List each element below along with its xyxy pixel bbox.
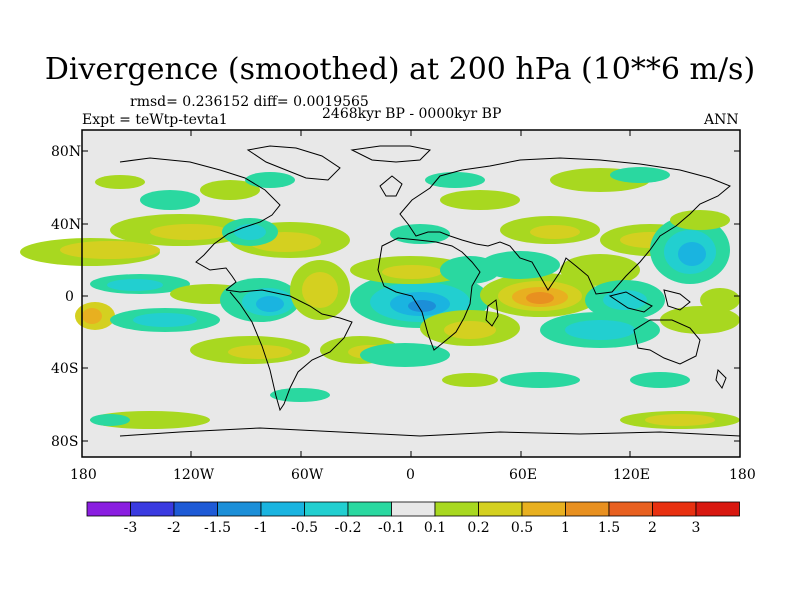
colorbar-label: -1.5 — [204, 520, 231, 536]
divergence-contour — [133, 313, 197, 327]
divergence-contour — [140, 190, 200, 210]
divergence-contour — [565, 320, 635, 340]
divergence-contour — [444, 321, 496, 339]
coastlines — [119, 145, 741, 437]
colorbar-label: 3 — [691, 520, 701, 536]
colorbar-label: -0.2 — [334, 520, 362, 536]
divergence-contour — [610, 167, 670, 183]
stats-label: rmsd= 0.236152 diff= 0.0019565 — [130, 94, 369, 110]
divergence-contour — [228, 345, 292, 359]
divergence-contour — [200, 180, 260, 200]
colorbar-label: 0.1 — [423, 520, 447, 536]
divergence-contour — [678, 242, 706, 266]
divergence-contour — [700, 288, 740, 312]
colorbar-swatch — [695, 501, 740, 517]
map-panel — [20, 129, 741, 458]
divergence-contour — [480, 251, 560, 279]
divergence-contour — [630, 372, 690, 388]
colorbar-label: -2 — [167, 520, 181, 536]
divergence-contour — [440, 190, 520, 210]
colorbar — [86, 501, 740, 517]
divergence-contour — [500, 372, 580, 388]
colorbar-label: 0.5 — [510, 520, 534, 536]
divergence-contour — [245, 172, 295, 188]
lon-label-180e: 180 — [729, 467, 756, 483]
divergence-contour — [256, 296, 284, 312]
colorbar-swatch — [86, 501, 131, 517]
divergence-contour — [408, 300, 436, 312]
colorbar-swatch — [652, 501, 697, 517]
divergence-shading — [20, 167, 740, 429]
divergence-contour — [645, 414, 715, 426]
colorbar-swatch — [391, 501, 436, 517]
colorbar-label: -0.5 — [291, 520, 318, 536]
colorbar-swatch — [173, 501, 218, 517]
colorbar-label: 2 — [648, 520, 657, 536]
colorbar-label: -1 — [254, 520, 268, 536]
lon-label-60e: 60E — [509, 467, 538, 483]
divergence-contour — [382, 265, 442, 279]
lat-label-0: 0 — [65, 289, 74, 305]
divergence-contour — [442, 373, 498, 387]
divergence-contour — [270, 388, 330, 402]
lat-label-80n: 80N — [51, 144, 82, 160]
divergence-contour — [107, 279, 163, 291]
period-label: 2468kyr BP - 0000kyr BP — [322, 106, 502, 122]
chart-title: Divergence (smoothed) at 200 hPa (10**6 … — [44, 52, 756, 87]
lat-label-80s: 80S — [51, 434, 79, 450]
colorbar-label: 1 — [561, 520, 570, 536]
map-ticks — [81, 130, 741, 457]
colorbar-label: 0.2 — [467, 520, 490, 536]
season-label: ANN — [704, 112, 739, 128]
lon-label-120w: 120W — [173, 467, 215, 483]
divergence-contour — [82, 308, 102, 324]
divergence-contour — [302, 272, 338, 308]
divergence-contour — [150, 224, 230, 240]
colorbar-swatch — [130, 501, 175, 517]
lat-label-40s: 40S — [51, 361, 79, 377]
divergence-contour — [660, 306, 740, 334]
colorbar-swatch — [260, 501, 305, 517]
colorbar-label: -0.1 — [378, 520, 405, 536]
lat-label-40n: 40N — [51, 217, 82, 233]
colorbar-swatch — [434, 501, 479, 517]
colorbar-swatch — [608, 501, 653, 517]
colorbar-label: -3 — [123, 520, 138, 536]
divergence-contour — [560, 254, 640, 286]
colorbar-swatch — [521, 501, 566, 517]
divergence-contour — [60, 241, 160, 259]
colorbar-swatch — [478, 501, 523, 517]
colorbar-swatch — [217, 501, 262, 517]
colorbar-swatch — [347, 501, 392, 517]
lon-label-180w: 180 — [70, 467, 97, 483]
divergence-contour — [234, 224, 266, 240]
lon-label-120e: 120E — [613, 467, 650, 483]
divergence-contour — [526, 292, 554, 304]
divergence-contour — [360, 343, 450, 367]
colorbar-label: 1.5 — [597, 520, 621, 536]
colorbar-swatch — [304, 501, 349, 517]
divergence-contour — [390, 224, 450, 244]
lon-label-0: 0 — [406, 467, 415, 483]
divergence-contour — [95, 175, 145, 189]
colorbar-swatch — [565, 501, 610, 517]
divergence-contour — [90, 414, 130, 426]
divergence-contour — [670, 210, 730, 230]
divergence-contour — [530, 225, 580, 239]
divergence-contour — [425, 172, 485, 188]
lon-label-60w: 60W — [291, 467, 324, 483]
experiment-label: Expt = teWtp-tevta1 — [82, 112, 228, 128]
